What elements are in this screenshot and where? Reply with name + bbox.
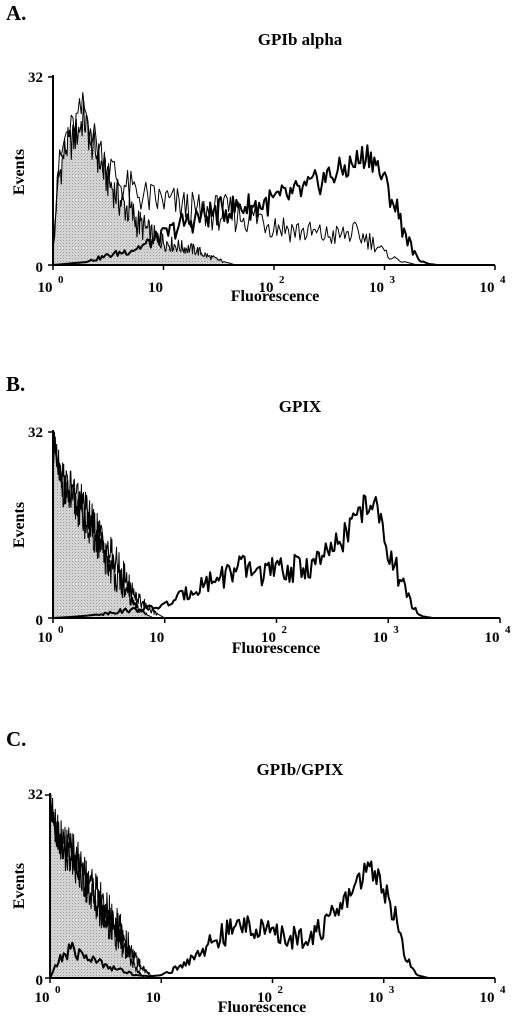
y-axis-label: Events — [11, 502, 28, 548]
specific-antibody-histogram — [52, 494, 433, 619]
x-tick-label: 10 — [480, 990, 495, 1006]
x-tick-label: 10 — [259, 280, 274, 296]
x-tick-label: 10 — [261, 630, 276, 646]
x-tick-label: 10 — [38, 280, 53, 296]
isotype-control-histogram — [52, 436, 155, 619]
y-tick-label-zero: 0 — [36, 973, 44, 989]
comparison-histogram — [50, 794, 157, 979]
x-tick-exponent: 3 — [390, 274, 396, 286]
chart-title: GPIb/GPIX — [257, 760, 345, 779]
x-tick-label: 10 — [373, 630, 388, 646]
panel-letter: C. — [6, 727, 26, 751]
y-tick-label-max: 32 — [28, 787, 43, 803]
x-tick-label: 10 — [146, 990, 161, 1006]
x-axis-label: Fluorescence — [231, 288, 320, 305]
y-axis-label: Events — [11, 863, 28, 909]
x-tick-exponent: 0 — [58, 274, 64, 286]
x-tick-exponent: 2 — [278, 984, 284, 996]
x-axis-label: Fluorescence — [232, 640, 321, 657]
histogram-panel-c: C. GPIb/GPIX Events Fluorescence 32 0 10… — [6, 727, 506, 1016]
x-tick-label: 10 — [35, 990, 50, 1006]
plot-area: 10 0 10 10 2 10 3 10 4 — [38, 75, 506, 296]
plot-area: 10 0 10 10 2 10 3 10 4 — [35, 793, 506, 1006]
y-axis-label: Events — [11, 149, 28, 195]
x-tick-exponent: 2 — [279, 274, 285, 286]
panel-letter: A. — [6, 1, 26, 25]
specific-antibody-histogram — [52, 144, 438, 266]
x-tick-label: 10 — [485, 630, 500, 646]
x-tick-exponent: 0 — [58, 624, 64, 636]
x-tick-exponent: 4 — [500, 984, 506, 996]
x-axis-label: Fluorescence — [218, 999, 307, 1016]
x-tick-label: 10 — [257, 990, 272, 1006]
comparison-histogram — [52, 92, 418, 266]
x-tick-label: 10 — [149, 630, 164, 646]
x-tick-exponent: 3 — [389, 984, 395, 996]
chart-title: GPIX — [279, 397, 322, 416]
plot-area: 10 0 10 10 2 10 3 10 4 — [38, 430, 511, 646]
x-tick-exponent: 0 — [55, 984, 61, 996]
x-tick-exponent: 3 — [393, 624, 399, 636]
specific-antibody-histogram — [49, 860, 429, 979]
x-tick-label: 10 — [369, 280, 384, 296]
x-tick-exponent: 2 — [282, 624, 288, 636]
y-tick-label-max: 32 — [28, 70, 43, 86]
y-tick-label-zero: 0 — [36, 260, 44, 276]
y-tick-label-max: 32 — [28, 425, 43, 441]
y-tick-label-zero: 0 — [36, 613, 44, 629]
chart-title: GPIb alpha — [258, 30, 343, 49]
histogram-panel-b: B. GPIX Events Fluorescence 32 0 10 0 10 10… — [6, 372, 511, 657]
x-tick-label: 10 — [38, 630, 53, 646]
x-tick-exponent: 4 — [500, 274, 506, 286]
x-tick-label: 10 — [480, 280, 495, 296]
histogram-panel-a: A. GPIb alpha Events Fluorescence 32 0 1… — [6, 1, 506, 305]
panel-letter: B. — [6, 372, 25, 396]
x-tick-exponent: 4 — [505, 624, 511, 636]
comparison-histogram — [52, 431, 166, 619]
isotype-control-histogram — [52, 100, 236, 266]
x-tick-label: 10 — [368, 990, 383, 1006]
x-tick-label: 10 — [148, 280, 163, 296]
